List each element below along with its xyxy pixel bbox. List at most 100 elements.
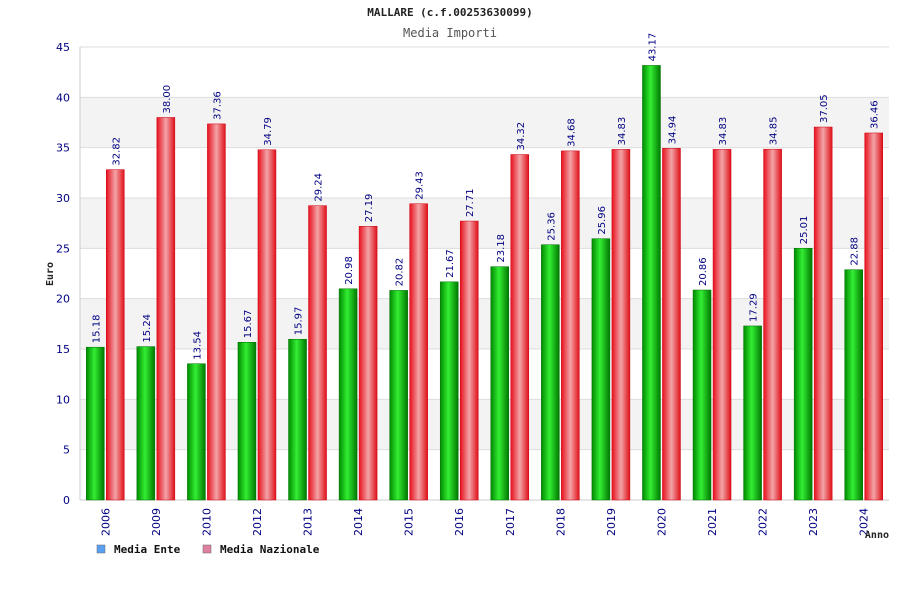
data-label: 38.00 [162, 85, 173, 114]
legend-swatch-media-ente [96, 544, 106, 554]
bar-media-ente [187, 363, 206, 501]
bar-media-nazionale [308, 205, 327, 501]
x-tick-label: 2006 [99, 508, 112, 536]
x-tick-label: 2013 [302, 508, 315, 536]
data-label: 15.18 [91, 315, 102, 344]
bar-media-ente [86, 346, 105, 501]
data-label: 34.79 [263, 117, 274, 146]
data-label: 27.71 [465, 188, 476, 217]
data-label: 15.24 [142, 314, 153, 343]
bar-media-nazionale [156, 117, 176, 501]
bar-media-ente [389, 290, 408, 501]
data-label: 23.18 [496, 234, 507, 263]
bar-media-ente [490, 266, 510, 501]
bar-media-ente [338, 288, 358, 501]
bar-media-nazionale [662, 148, 681, 501]
data-label: 13.54 [192, 331, 203, 360]
x-tick-label: 2009 [150, 508, 163, 536]
y-tick-label: 30 [56, 192, 70, 205]
y-tick-label: 25 [56, 242, 70, 255]
x-tick-label: 2021 [706, 508, 719, 536]
bar-media-nazionale [459, 220, 479, 501]
bar-media-ente [439, 281, 459, 501]
bar-media-nazionale [257, 149, 277, 501]
x-tick-label: 2019 [605, 508, 618, 536]
bar-media-ente [591, 238, 611, 501]
y-tick-label: 40 [56, 91, 70, 104]
data-label: 20.98 [344, 256, 355, 285]
x-tick-label: 2015 [403, 508, 416, 536]
data-label: 15.67 [243, 310, 254, 339]
y-tick-label: 45 [56, 41, 70, 54]
bar-media-ente [793, 247, 813, 501]
x-tick-label: 2012 [251, 508, 264, 536]
data-label: 25.36 [546, 212, 557, 241]
bar-media-ente [237, 342, 257, 501]
bar-media-ente [844, 269, 863, 501]
data-label: 21.67 [445, 249, 456, 278]
bar-media-ente [642, 65, 661, 501]
data-label: 37.05 [819, 94, 830, 123]
x-tick-label: 2020 [655, 508, 668, 536]
legend: Media Ente Media Nazionale [96, 543, 320, 556]
data-label: 34.32 [516, 122, 527, 151]
chart-title: MALLARE (c.f.00253630099) [367, 6, 533, 19]
data-label: 34.68 [566, 118, 577, 147]
data-label: 29.24 [314, 173, 325, 202]
data-label: 43.17 [647, 33, 658, 62]
legend-label-media-ente: Media Ente [114, 543, 181, 556]
bar-media-ente [288, 338, 307, 501]
data-label: 27.19 [364, 194, 375, 223]
data-label: 32.82 [111, 137, 122, 166]
bar-media-nazionale [813, 126, 833, 501]
x-tick-label: 2010 [200, 508, 213, 536]
bar-media-nazionale [864, 132, 883, 501]
y-axis-label: Euro [45, 262, 56, 286]
data-label: 34.83 [718, 117, 729, 146]
legend-label-media-nazionale: Media Nazionale [220, 543, 320, 556]
x-tick-label: 2014 [352, 508, 365, 536]
data-label: 20.86 [698, 257, 709, 286]
data-label: 15.97 [294, 307, 305, 336]
legend-swatch-media-nazionale [202, 544, 212, 554]
y-tick-label: 5 [63, 444, 70, 457]
x-tick-label: 2023 [807, 508, 820, 536]
bar-media-ente [743, 325, 762, 501]
bar-media-nazionale [763, 148, 782, 501]
y-tick-label: 20 [56, 293, 70, 306]
bars: 15.18 32.82 15.24 38.00 13.54 37.36 15.67 34.79… [86, 33, 883, 501]
x-tick-label: 2024 [858, 508, 871, 536]
y-tick-label: 0 [63, 494, 70, 507]
x-tick-label: 2018 [554, 508, 567, 536]
bar-media-nazionale [358, 226, 378, 501]
data-label: 17.29 [749, 293, 760, 322]
bar-media-ente [136, 346, 156, 501]
bar-media-ente [692, 289, 712, 501]
x-tick-label: 2017 [504, 508, 517, 536]
x-tick-label: 2016 [453, 508, 466, 536]
bar-media-nazionale [510, 154, 530, 501]
data-label: 34.94 [667, 116, 678, 145]
bar-media-nazionale [409, 203, 428, 501]
bar-media-nazionale [561, 150, 580, 501]
data-label: 34.83 [617, 117, 628, 146]
y-tick-label: 10 [56, 393, 70, 406]
x-axis-label: Anno [865, 530, 889, 541]
bar-media-nazionale [712, 149, 732, 501]
data-label: 25.01 [799, 216, 810, 245]
data-label: 29.43 [415, 171, 426, 200]
data-label: 36.46 [870, 100, 881, 129]
data-label: 22.88 [850, 237, 861, 266]
x-tick-labels: 2006 2009 2010 2012 2013 2014 2015 2016 2017 2018… [99, 508, 870, 536]
chart-subtitle: Media Importi [403, 26, 497, 40]
y-tick-label: 35 [56, 142, 70, 155]
data-label: 34.85 [769, 117, 780, 146]
y-tick-labels: 0 5 10 15 20 25 30 35 40 45 [56, 41, 70, 507]
bar-media-nazionale [611, 149, 631, 501]
y-tick-label: 15 [56, 343, 70, 356]
data-label: 37.36 [212, 91, 223, 120]
data-label: 20.82 [395, 258, 406, 287]
x-tick-label: 2022 [757, 508, 770, 536]
bar-media-ente [541, 244, 560, 501]
